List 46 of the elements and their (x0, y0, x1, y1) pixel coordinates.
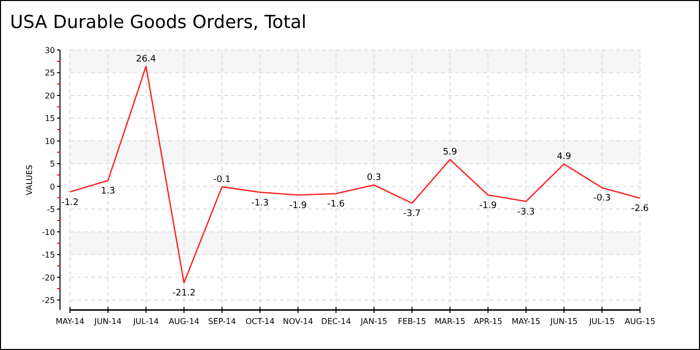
y-tick-label: 20 (44, 91, 55, 100)
x-tick-label: MAY-15 (512, 317, 540, 326)
x-tick-label: MAY-14 (56, 317, 84, 326)
y-tick-label: -5 (47, 205, 55, 214)
data-label: 1.3 (100, 186, 116, 196)
x-tick-label: SEP-14 (208, 317, 236, 326)
x-tick-label: FEB-15 (398, 317, 426, 326)
data-label: 26.4 (136, 54, 156, 64)
y-tick-label: 25 (44, 68, 55, 78)
data-label: -0.3 (593, 194, 611, 204)
x-tick-label: APR-15 (474, 317, 502, 326)
y-tick-label: 30 (44, 46, 55, 55)
x-tick-label: DEC-14 (321, 317, 351, 326)
data-label: -2.6 (631, 204, 650, 214)
y-axis-title: VALUES (25, 164, 34, 196)
y-tick-label: -25 (42, 296, 55, 305)
x-tick-label: JUL-14 (132, 317, 159, 326)
chart-title: USA Durable Goods Orders, Total (10, 12, 306, 33)
data-label: -1.2 (61, 198, 79, 208)
x-tick-label: JAN-15 (360, 317, 388, 326)
y-tick-label: -15 (42, 250, 55, 260)
x-tick-label: JUN-15 (549, 317, 578, 326)
data-label: 4.9 (556, 152, 572, 162)
data-label: 5.9 (442, 148, 458, 158)
x-tick-label: MAR-15 (434, 317, 466, 326)
data-label: -1.9 (289, 201, 308, 211)
y-tick-label: 15 (44, 114, 55, 124)
x-tick-label: OCT-14 (245, 317, 275, 326)
data-label: -1.6 (327, 200, 346, 210)
x-tick-label: NOV-14 (282, 317, 314, 326)
data-label: -3.3 (517, 207, 535, 218)
data-label: -1.9 (479, 201, 498, 211)
data-label: -0.1 (213, 174, 231, 185)
x-tick-label: AUG-14 (168, 317, 200, 326)
y-tick-label: -20 (42, 273, 55, 282)
data-label: -3.7 (403, 209, 421, 220)
data-label: 0.3 (366, 173, 382, 183)
y-tick-label: 0 (50, 182, 55, 192)
x-tick-label: AUG-15 (624, 317, 656, 326)
data-label: -21.2 (172, 288, 196, 299)
x-tick-label: JUN-14 (93, 317, 122, 326)
x-tick-label: JUL-15 (588, 317, 615, 326)
y-tick-label: 5 (50, 160, 55, 169)
y-tick-label: -10 (42, 228, 55, 237)
data-label: -1.3 (251, 198, 269, 208)
y-tick-label: 10 (44, 136, 55, 146)
